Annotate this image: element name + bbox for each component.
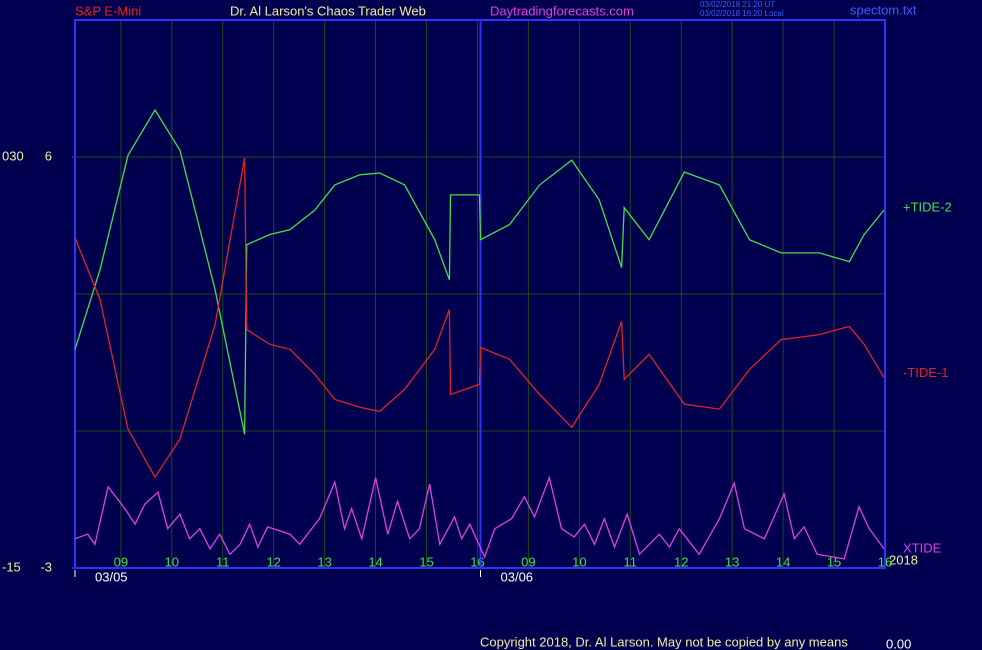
time-local: 03/02/2018 16:20 Local (700, 9, 784, 18)
plot-border (74, 19, 886, 569)
legend-label: -TIDE-1 (903, 365, 949, 380)
x-tick-label: 09 (114, 554, 128, 569)
y2-tick-label: 030 (2, 148, 24, 163)
x-tick-label: 13 (317, 554, 331, 569)
series-line (74, 157, 885, 479)
x-tick-label: 11 (624, 554, 638, 569)
site: Daytradingforecasts.com (490, 3, 634, 18)
copyright: Copyright 2018, Dr. Al Larson. May not b… (480, 634, 848, 649)
x-tick-label: 10 (572, 554, 586, 569)
y-tick-label: 6 (45, 148, 52, 163)
x-tick-label: 12 (674, 554, 688, 569)
x-tick-label: 11 (216, 554, 230, 569)
x-tick-label: 15 (419, 554, 433, 569)
symbol: S&P E-Mini (75, 3, 141, 18)
x-tick-label: 10 (165, 554, 179, 569)
series-line (74, 108, 885, 435)
year: 2018 (889, 552, 918, 567)
x-tick-label: 14 (368, 554, 382, 569)
date-label: 03/06 (501, 569, 534, 584)
date-label: 03/05 (95, 569, 128, 584)
y-tick-label: -3 (40, 559, 52, 574)
time-ut: 03/02/2018 21:20 UT (700, 0, 775, 9)
series-line (74, 475, 885, 560)
x-tick-label: 14 (776, 554, 790, 569)
x-tick-label: 13 (725, 554, 739, 569)
y2-tick-label: -15 (2, 559, 21, 574)
legend-label: XTIDE (903, 540, 942, 555)
chart-title: Dr. Al Larson's Chaos Trader Web (230, 3, 426, 18)
file-name: spectom.txt (850, 2, 917, 17)
x-tick-label: 12 (266, 554, 280, 569)
legend-label: +TIDE-2 (903, 199, 952, 214)
x-tick-label: 09 (521, 554, 535, 569)
corner-value: 0.00 (886, 636, 911, 650)
